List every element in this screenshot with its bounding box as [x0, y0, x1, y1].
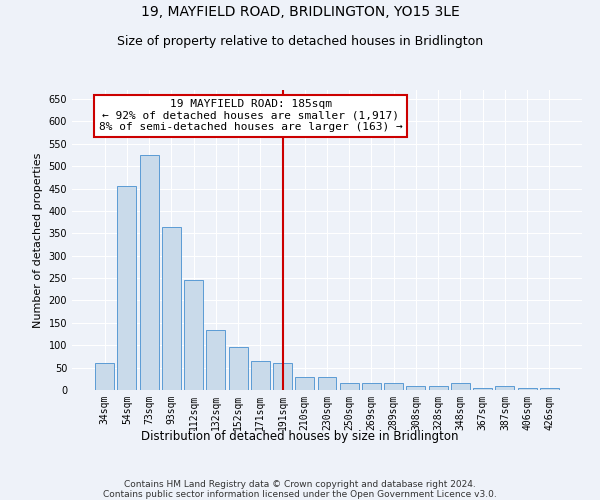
Text: 19, MAYFIELD ROAD, BRIDLINGTON, YO15 3LE: 19, MAYFIELD ROAD, BRIDLINGTON, YO15 3LE [140, 5, 460, 19]
Y-axis label: Number of detached properties: Number of detached properties [33, 152, 43, 328]
Bar [206, 330, 225, 390]
Bar [251, 361, 270, 390]
Bar [451, 384, 470, 390]
Bar [118, 186, 136, 390]
Text: Contains HM Land Registry data © Crown copyright and database right 2024.
Contai: Contains HM Land Registry data © Crown c… [103, 480, 497, 500]
Bar [317, 376, 337, 390]
Bar [140, 155, 158, 390]
Bar [406, 386, 425, 390]
Bar [229, 348, 248, 390]
Bar [473, 388, 492, 390]
Text: Distribution of detached houses by size in Bridlington: Distribution of detached houses by size … [141, 430, 459, 443]
Bar [340, 384, 359, 390]
Text: Size of property relative to detached houses in Bridlington: Size of property relative to detached ho… [117, 35, 483, 48]
Bar [295, 376, 314, 390]
Bar [362, 384, 381, 390]
Bar [184, 280, 203, 390]
Bar [384, 384, 403, 390]
Bar [273, 363, 292, 390]
Text: 19 MAYFIELD ROAD: 185sqm
← 92% of detached houses are smaller (1,917)
8% of semi: 19 MAYFIELD ROAD: 185sqm ← 92% of detach… [98, 99, 403, 132]
Bar [162, 226, 181, 390]
Bar [95, 363, 114, 390]
Bar [518, 388, 536, 390]
Bar [429, 386, 448, 390]
Bar [540, 388, 559, 390]
Bar [496, 386, 514, 390]
